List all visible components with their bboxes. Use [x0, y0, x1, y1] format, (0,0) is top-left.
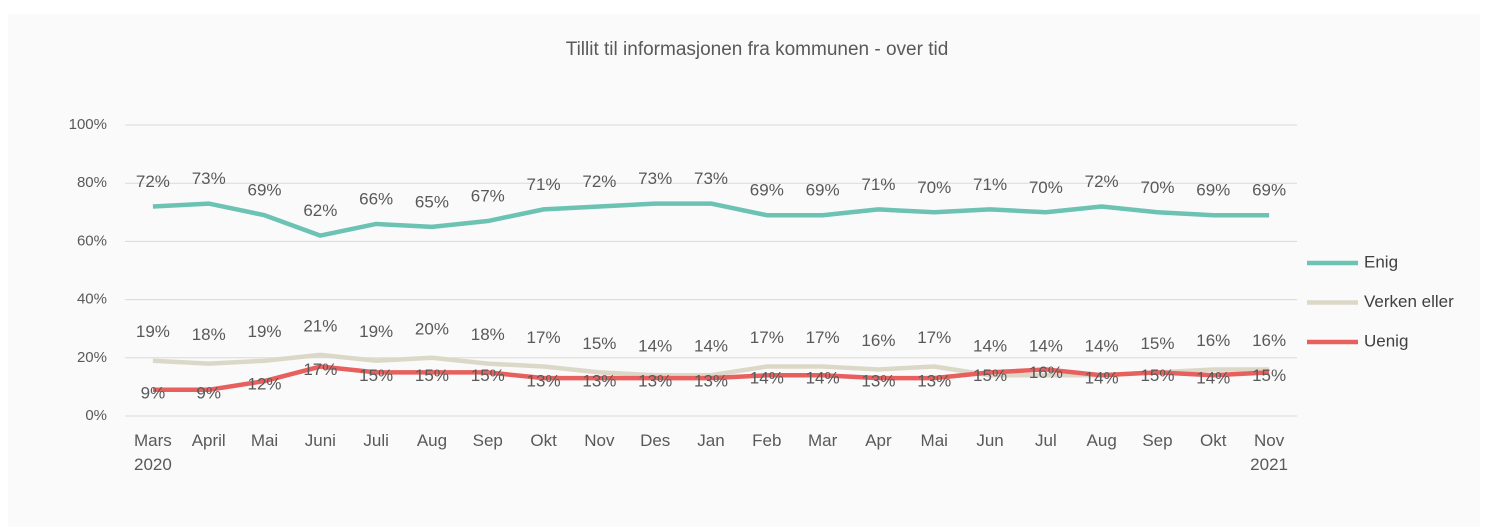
- data-label: 71%: [527, 175, 561, 194]
- data-label: 71%: [973, 175, 1007, 194]
- y-tick-label: 80%: [77, 174, 107, 191]
- data-label: 67%: [471, 187, 505, 206]
- x-tick-label: Jul: [1035, 431, 1057, 450]
- data-label: 70%: [1140, 178, 1174, 197]
- data-label: 15%: [415, 366, 449, 385]
- x-tick-label: Nov 2021: [1250, 431, 1288, 474]
- x-tick-label: Mar: [808, 431, 838, 450]
- x-tick-label: Apr: [865, 431, 892, 450]
- data-label: 71%: [861, 175, 895, 194]
- data-label: 9%: [141, 383, 166, 402]
- data-label: 13%: [527, 372, 561, 391]
- data-label: 21%: [303, 316, 337, 335]
- x-tick-label: Sep: [1142, 431, 1172, 450]
- data-label: 20%: [415, 319, 449, 338]
- x-tick-label: Sep: [473, 431, 503, 450]
- data-label: 13%: [694, 372, 728, 391]
- data-label: 9%: [196, 383, 221, 402]
- data-label: 15%: [582, 334, 616, 353]
- data-label: 69%: [750, 181, 784, 200]
- x-tick-label: Jun: [976, 431, 1003, 450]
- x-tick-label: Nov: [584, 431, 615, 450]
- data-label: 17%: [303, 360, 337, 379]
- data-label: 72%: [582, 172, 616, 191]
- data-label: 65%: [415, 192, 449, 211]
- data-label: 69%: [1196, 181, 1230, 200]
- data-label: 16%: [1029, 363, 1063, 382]
- data-label: 73%: [192, 169, 226, 188]
- x-tick-label: Aug: [417, 431, 447, 450]
- chart-title: Tillit til informasjonen fra kommunen - …: [566, 39, 949, 60]
- data-label: 16%: [1252, 331, 1286, 350]
- x-tick-label: Okt: [1200, 431, 1227, 450]
- data-label: 14%: [806, 369, 840, 388]
- chart-background: [8, 14, 1480, 527]
- data-label: 69%: [248, 181, 282, 200]
- data-label: 14%: [1085, 337, 1119, 356]
- data-label: 15%: [973, 366, 1007, 385]
- y-tick-label: 0%: [85, 407, 107, 424]
- data-label: 19%: [359, 322, 393, 341]
- data-label: 19%: [248, 322, 282, 341]
- data-label: 17%: [806, 328, 840, 347]
- data-label: 72%: [136, 172, 170, 191]
- x-tick-label: Mars 2020: [134, 431, 172, 474]
- legend-label: Verken eller: [1364, 292, 1454, 311]
- y-tick-label: 20%: [77, 349, 107, 366]
- data-label: 72%: [1085, 172, 1119, 191]
- x-tick-label: Okt: [530, 431, 557, 450]
- y-tick-label: 100%: [69, 116, 107, 133]
- data-label: 13%: [917, 372, 951, 391]
- data-label: 15%: [1140, 334, 1174, 353]
- series-line: [152, 201, 1270, 238]
- data-label: 13%: [861, 372, 895, 391]
- data-label: 17%: [527, 328, 561, 347]
- legend-label: Uenig: [1364, 331, 1408, 350]
- legend-label: Enig: [1364, 252, 1398, 271]
- x-tick-label: Des: [640, 431, 670, 450]
- data-label: 14%: [1196, 369, 1230, 388]
- data-label: 69%: [806, 181, 840, 200]
- data-label: 19%: [136, 322, 170, 341]
- data-label: 14%: [750, 369, 784, 388]
- data-label: 17%: [917, 328, 951, 347]
- data-label: 15%: [471, 366, 505, 385]
- data-label: 62%: [303, 201, 337, 220]
- data-label: 16%: [1196, 331, 1230, 350]
- data-label: 17%: [750, 328, 784, 347]
- x-tick-label: Feb: [752, 431, 781, 450]
- x-tick-label: Jan: [697, 431, 724, 450]
- data-label: 18%: [471, 325, 505, 344]
- y-tick-label: 40%: [77, 291, 107, 308]
- series-line: [152, 364, 1270, 393]
- data-label: 15%: [359, 366, 393, 385]
- data-label: 16%: [861, 331, 895, 350]
- data-label: 18%: [192, 325, 226, 344]
- data-label: 13%: [638, 372, 672, 391]
- data-label: 70%: [1029, 178, 1063, 197]
- data-label: 66%: [359, 189, 393, 208]
- data-label: 69%: [1252, 181, 1286, 200]
- data-label: 14%: [1085, 369, 1119, 388]
- data-label: 73%: [694, 169, 728, 188]
- x-tick-label: Mai: [921, 431, 948, 450]
- data-label: 14%: [1029, 337, 1063, 356]
- data-label: 14%: [973, 337, 1007, 356]
- data-label: 13%: [582, 372, 616, 391]
- y-tick-label: 60%: [77, 232, 107, 249]
- data-label: 14%: [638, 337, 672, 356]
- x-tick-label: Juli: [363, 431, 389, 450]
- x-tick-label: Aug: [1087, 431, 1117, 450]
- data-label: 73%: [638, 169, 672, 188]
- x-tick-label: April: [192, 431, 226, 450]
- data-label: 12%: [248, 375, 282, 394]
- data-label: 15%: [1140, 366, 1174, 385]
- data-label: 70%: [917, 178, 951, 197]
- data-label: 15%: [1252, 366, 1286, 385]
- x-tick-label: Mai: [251, 431, 278, 450]
- data-label: 14%: [694, 337, 728, 356]
- x-tick-label: Juni: [305, 431, 336, 450]
